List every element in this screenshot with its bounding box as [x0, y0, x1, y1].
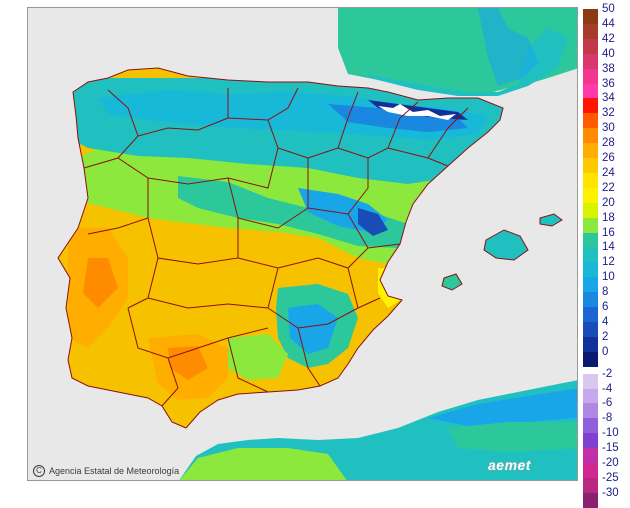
legend-swatch	[583, 202, 598, 219]
legend-label: 34	[602, 92, 615, 105]
legend-swatch	[583, 172, 598, 189]
province-borders	[57, 67, 563, 429]
legend-swatch	[583, 433, 598, 449]
legend-swatch	[583, 232, 598, 248]
legend-swatch	[583, 262, 598, 278]
legend-label: 10	[602, 271, 615, 284]
legend-label: -15	[602, 442, 619, 455]
legend-swatch	[583, 113, 598, 129]
temperature-map	[27, 7, 578, 481]
legend-label: -30	[602, 486, 619, 499]
legend-label: -2	[602, 367, 613, 380]
legend-label: -20	[602, 457, 619, 469]
legend-swatch	[583, 448, 598, 464]
legend-swatch	[583, 463, 598, 479]
legend-label: 24	[602, 166, 615, 179]
legend-label: 6	[602, 301, 609, 313]
legend-label: -25	[602, 471, 619, 484]
legend-swatch	[583, 68, 598, 84]
legend-swatch	[583, 336, 598, 353]
legend-swatch	[583, 373, 598, 389]
legend-swatch	[583, 247, 598, 263]
legend-label: 0	[602, 345, 609, 358]
legend-label: 22	[602, 181, 615, 194]
legend-swatch	[583, 9, 598, 25]
legend-swatch	[583, 321, 598, 338]
legend-label: -6	[602, 397, 613, 410]
legend-label: 14	[602, 241, 615, 254]
legend-swatch	[583, 403, 598, 419]
pyrenees-peaks	[368, 100, 468, 120]
legend-label: 8	[602, 286, 609, 299]
legend-swatch	[583, 143, 598, 159]
legend-label: 28	[602, 137, 615, 150]
legend-label: 18	[602, 211, 615, 224]
legend-swatch	[583, 292, 598, 308]
legend-label: -8	[602, 412, 613, 425]
legend-swatch	[583, 83, 598, 99]
legend-swatch	[583, 492, 598, 508]
legend-swatch	[583, 277, 598, 293]
copyright-icon: C	[33, 465, 45, 477]
aemet-logo: aemet	[488, 457, 531, 473]
legend-label: 36	[602, 77, 615, 90]
legend-swatch	[583, 217, 598, 233]
mallorca	[484, 230, 528, 260]
legend-label: 30	[602, 122, 615, 135]
legend-swatch	[583, 158, 598, 174]
legend-swatch	[583, 388, 598, 404]
legend-swatch	[583, 38, 598, 55]
legend-label: 50	[602, 3, 615, 15]
attribution-text: Agencia Estatal de Meteorología	[49, 466, 180, 476]
legend-label: 40	[602, 47, 615, 60]
legend-label: 4	[602, 315, 609, 328]
ibiza	[442, 274, 462, 290]
legend-swatch	[583, 351, 598, 368]
temperature-legend: 50 44 42 40 38 36 34 32 30 28 26 24 22 20 18 16 14 12 10 8 6…	[583, 3, 630, 508]
legend-label: 2	[602, 330, 609, 343]
map-canvas	[28, 8, 577, 480]
attribution: C Agencia Estatal de Meteorología	[33, 465, 179, 477]
legend-label: 20	[602, 196, 615, 209]
legend-swatch	[583, 98, 598, 114]
legend-label: -10	[602, 427, 619, 440]
legend-label: 16	[602, 226, 615, 239]
legend-label: 12	[602, 256, 615, 269]
legend-label: 32	[602, 107, 615, 120]
legend-swatch	[583, 307, 598, 323]
legend-swatch	[583, 53, 598, 70]
legend-swatch	[583, 418, 598, 434]
legend-swatch	[583, 477, 598, 494]
legend-label: 42	[602, 32, 615, 45]
legend-label: 44	[602, 17, 615, 30]
legend-label: 26	[602, 152, 615, 164]
legend-label: -4	[602, 382, 613, 395]
legend-swatch	[583, 23, 598, 40]
legend-swatch	[583, 187, 598, 204]
legend-label: 38	[602, 62, 615, 75]
legend-swatch	[583, 128, 598, 144]
